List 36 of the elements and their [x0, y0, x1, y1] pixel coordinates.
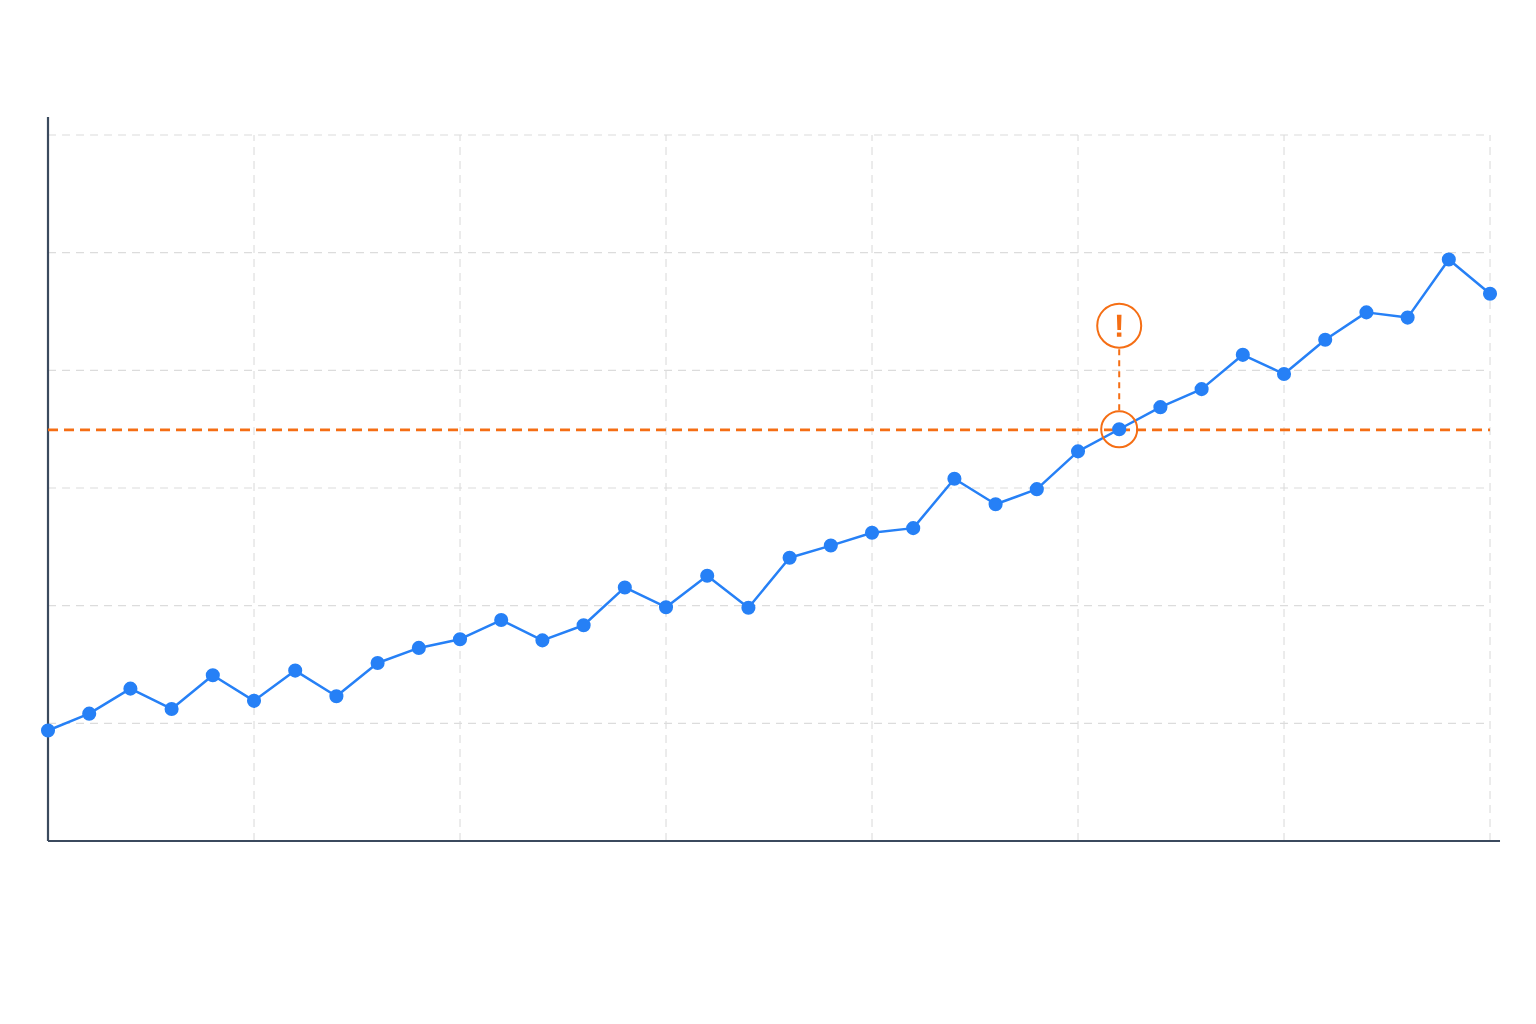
point — [617, 580, 632, 595]
point — [576, 618, 591, 633]
point — [906, 521, 921, 536]
point — [411, 640, 426, 655]
point — [1400, 310, 1415, 325]
point — [535, 633, 550, 648]
point — [329, 689, 344, 704]
point — [741, 600, 756, 615]
point — [1276, 366, 1292, 382]
point — [658, 600, 674, 615]
point — [205, 668, 220, 683]
point — [1482, 286, 1498, 301]
point — [1194, 382, 1209, 397]
point — [82, 706, 97, 721]
point — [370, 656, 385, 671]
point — [988, 497, 1003, 512]
annotation: ! — [1116, 314, 1122, 337]
point — [288, 663, 303, 678]
point — [1441, 252, 1456, 267]
point — [494, 612, 509, 628]
point — [1235, 347, 1250, 362]
point — [1070, 444, 1086, 459]
point — [947, 471, 962, 486]
point — [1359, 305, 1374, 320]
point — [1029, 482, 1044, 497]
point — [1153, 400, 1168, 415]
point — [700, 568, 715, 583]
point — [1318, 332, 1333, 347]
point — [40, 723, 56, 738]
point — [864, 525, 880, 540]
point — [452, 632, 468, 647]
point — [164, 701, 179, 717]
point — [823, 538, 838, 553]
point — [782, 550, 797, 565]
point — [123, 681, 138, 696]
point — [246, 693, 262, 708]
